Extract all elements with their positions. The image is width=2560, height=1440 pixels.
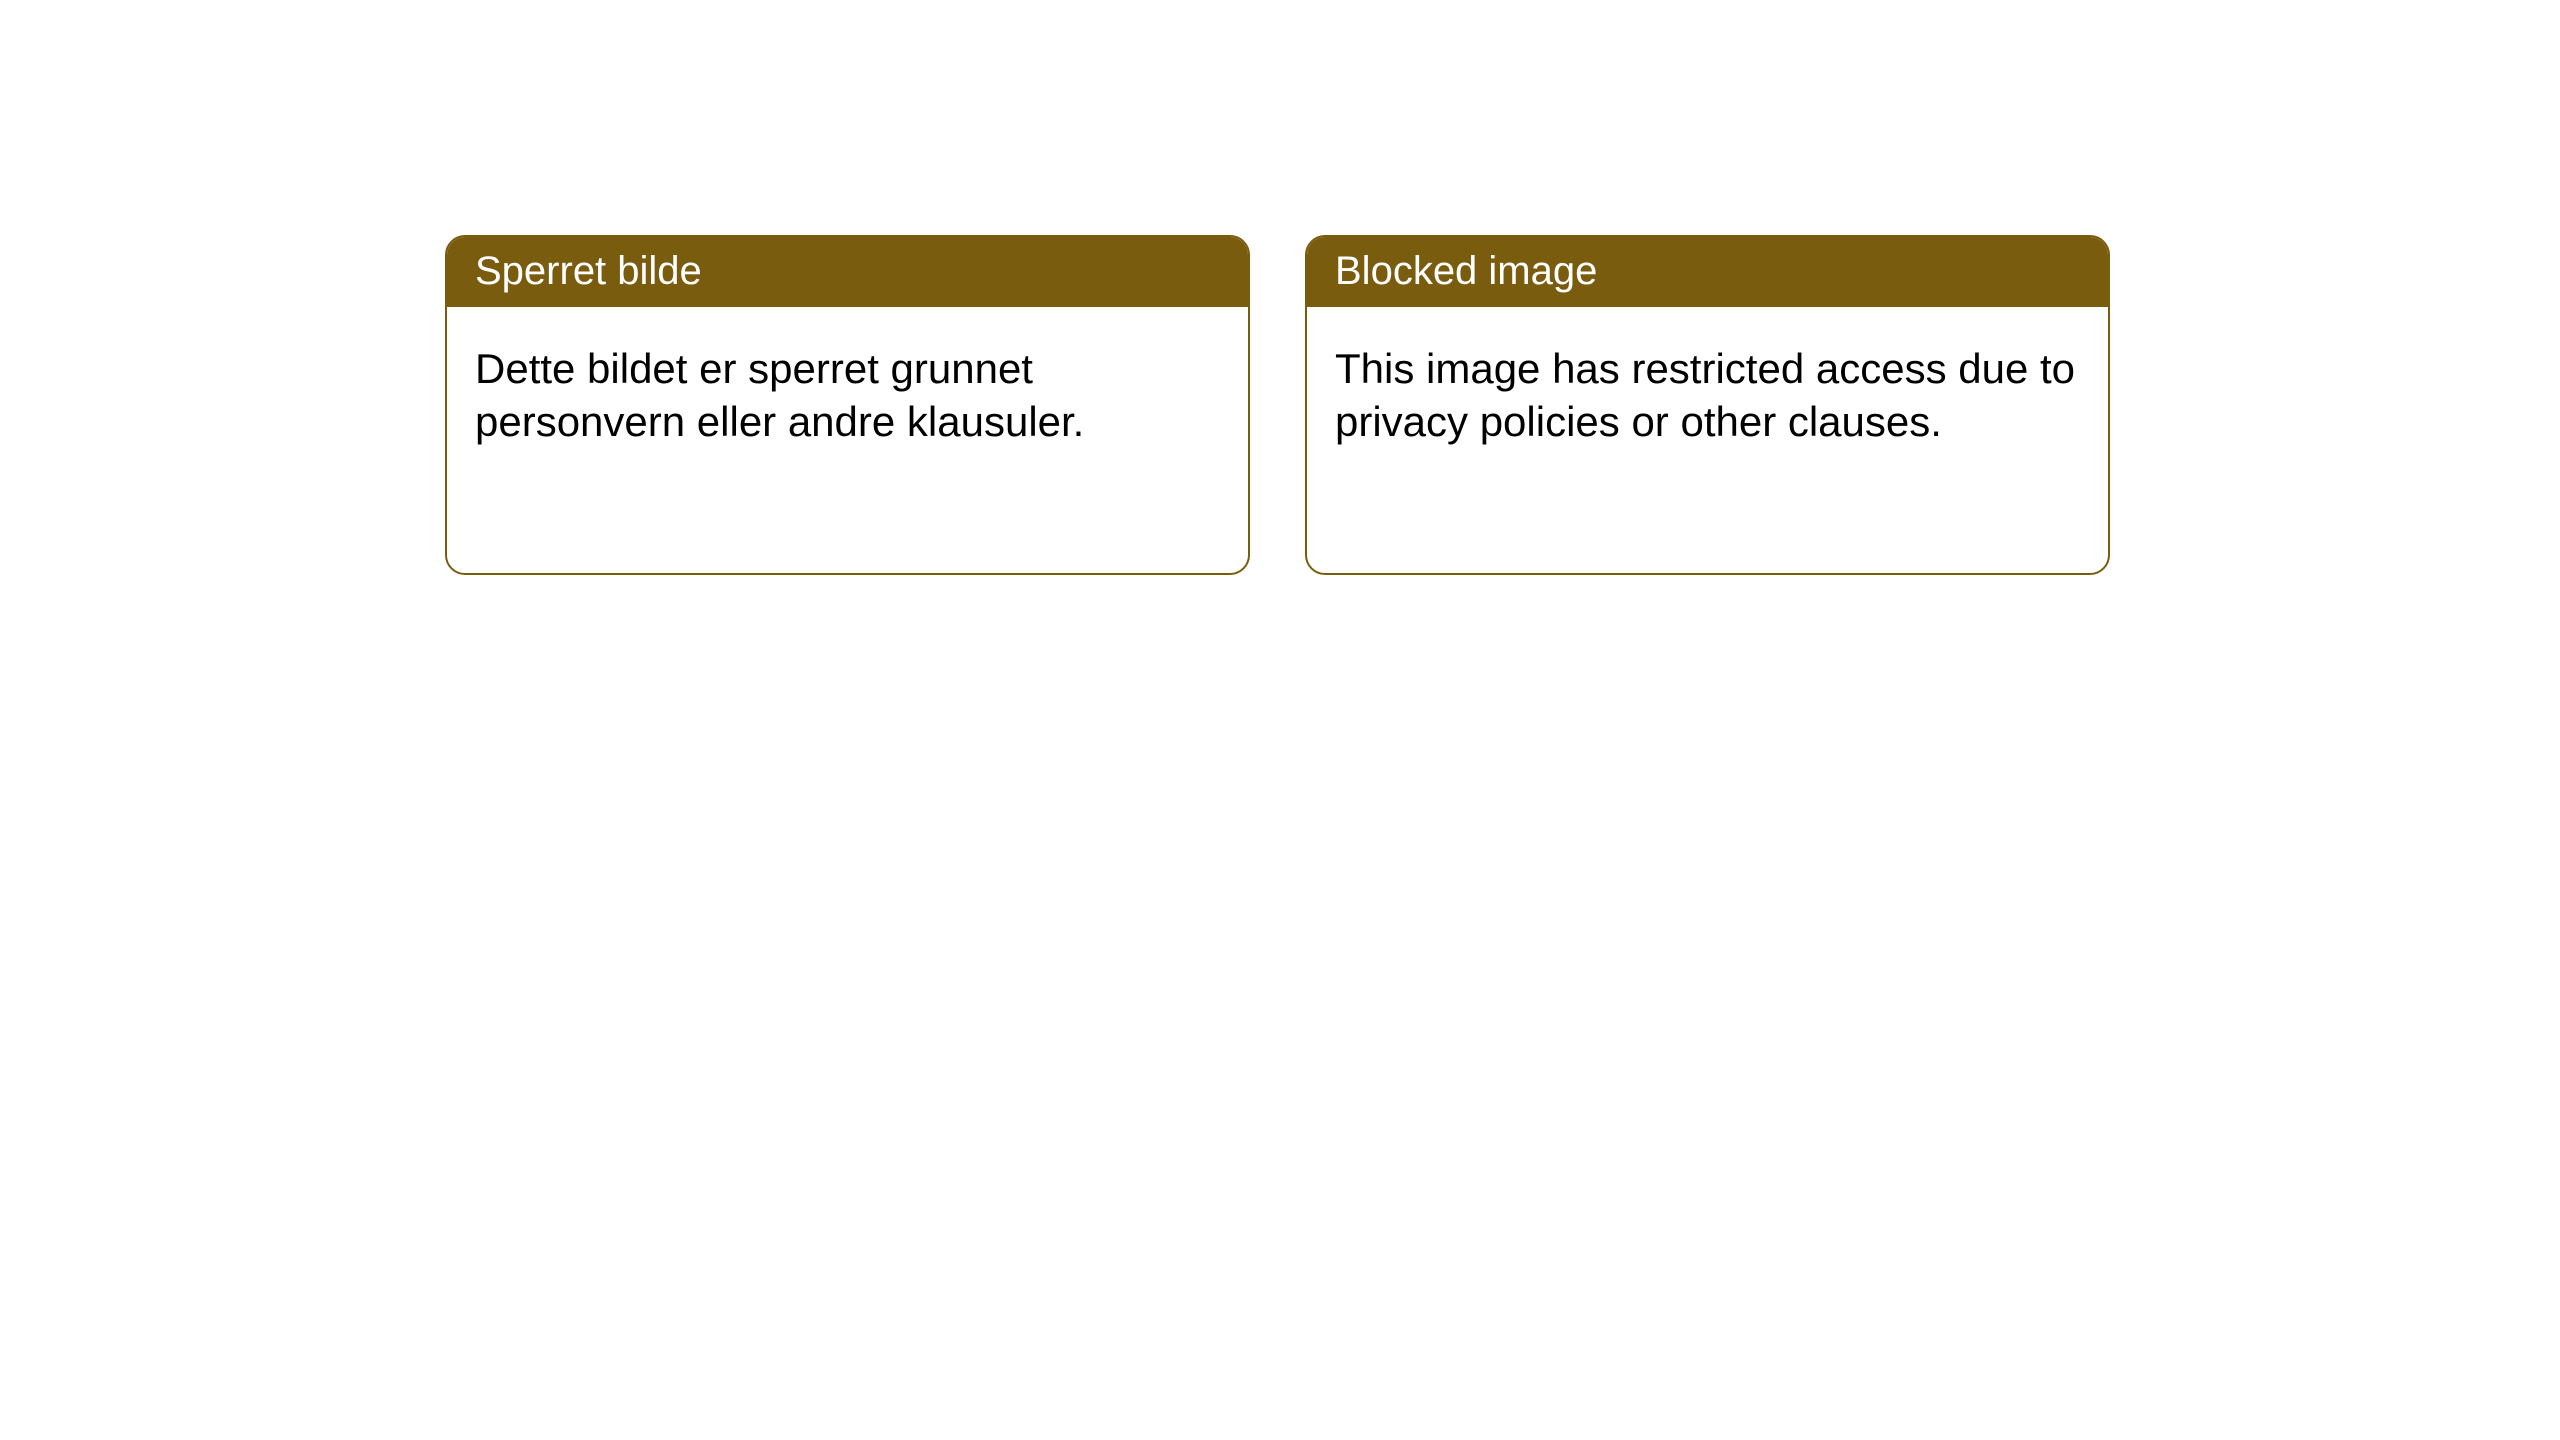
- notice-container: Sperret bilde Dette bildet er sperret gr…: [445, 235, 2110, 575]
- notice-body-no: Dette bildet er sperret grunnet personve…: [447, 307, 1248, 476]
- notice-header-en: Blocked image: [1307, 237, 2108, 307]
- notice-header-no: Sperret bilde: [447, 237, 1248, 307]
- notice-box-no: Sperret bilde Dette bildet er sperret gr…: [445, 235, 1250, 575]
- notice-box-en: Blocked image This image has restricted …: [1305, 235, 2110, 575]
- notice-body-en: This image has restricted access due to …: [1307, 307, 2108, 476]
